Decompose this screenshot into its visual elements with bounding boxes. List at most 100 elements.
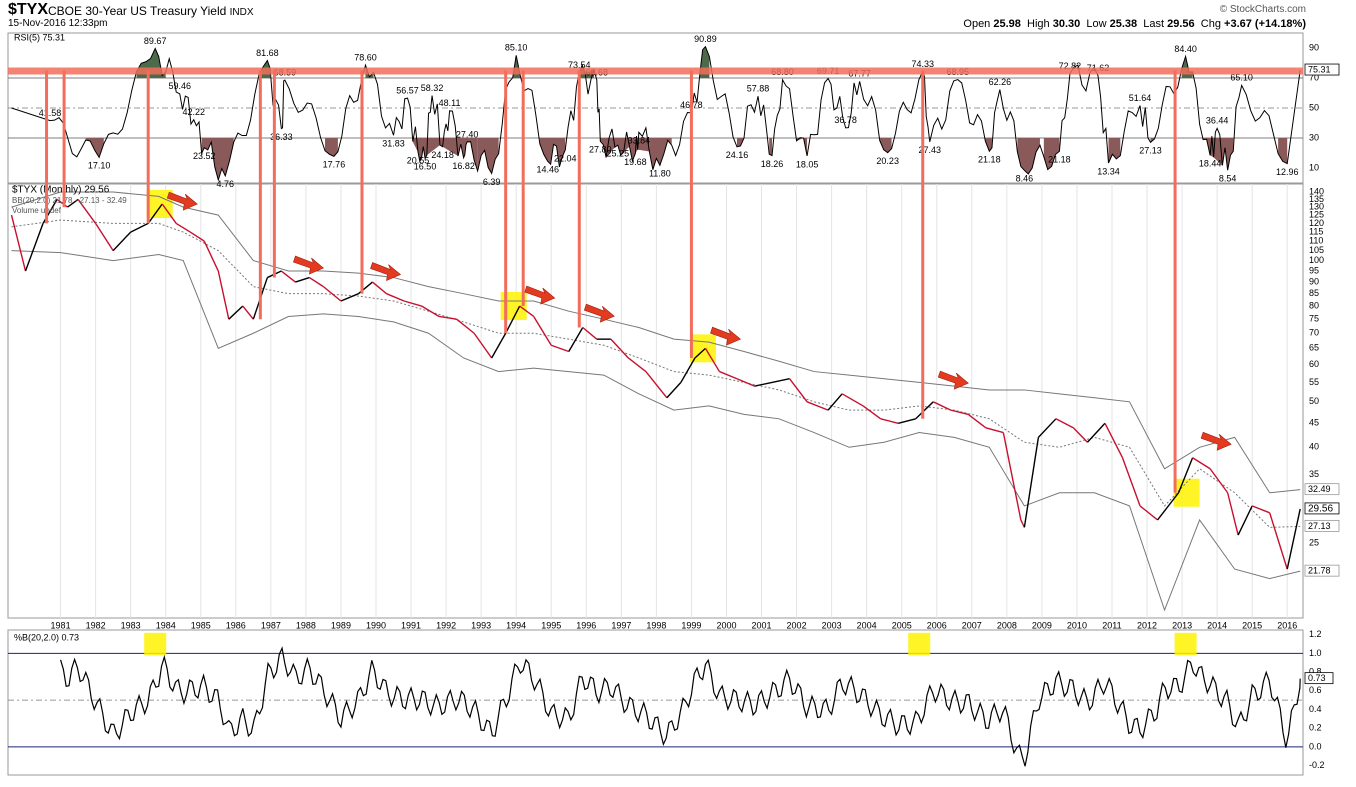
rsi-peak-label: 74.33 [911,59,934,69]
x-tick-label: 2003 [822,620,842,630]
rsi-oversold-fill [458,138,478,171]
percentb-y-tick-label: -0.2 [1309,760,1325,770]
rsi-peak-label: 73.54 [568,60,591,70]
price-y-tick-label: 110 [1309,236,1323,246]
percentb-y-tick-label: 1.2 [1309,629,1322,639]
price-y-tick-label: 120 [1309,218,1324,228]
rsi-trough-label: 17.76 [323,160,346,170]
price-line-segment [340,293,359,302]
x-tick-label: 1981 [51,620,71,630]
bb-upper-line [11,191,1301,494]
rsi-peak-label: 41.58 [39,108,62,118]
rsi-oversold-fill [1043,138,1060,170]
rsi-panel: 907050301089.6781.6868.5978.6056.5758.32… [8,32,1340,189]
rsi-trough-label: 18.44 [1199,159,1222,169]
high-value: 30.30 [1052,18,1081,30]
price-line-segment [1192,457,1211,470]
price-line-segment [295,276,310,283]
price-line-segment [280,270,296,283]
price-line-segment [1086,422,1106,443]
price-line-segment [806,401,829,411]
percentb-y-tick-label: 0.0 [1309,741,1322,751]
rsi-trough-label: 31.83 [382,139,405,149]
trend-arrow-icon [583,303,615,323]
rsi-oversold-fill [1108,138,1121,163]
price-y-tick-label: 75 [1309,314,1319,324]
price-line-segment [67,198,79,208]
trend-arrow-icon [710,326,742,346]
price-line-segment [372,281,387,295]
chg-value: +3.67 (+14.18%) [1224,18,1306,30]
rsi-trough-label: 36.33 [270,132,293,142]
chart-header: $TYX CBOE 30-Year US Treasury Yield INDX… [0,0,1356,32]
price-line-segment [827,393,843,411]
price-line-segment [77,198,97,224]
price-line-segment [1251,505,1270,514]
price-y-tick-label: 80 [1309,300,1319,310]
price-line-segment [505,305,521,334]
price-line-segment [1269,512,1288,570]
x-tick-label: 2014 [1207,620,1227,630]
percentb-highlight-box [144,632,167,656]
price-line-segment [788,378,808,403]
percentb-line [59,646,1301,767]
rsi-trough-label: 25.25 [607,149,630,159]
x-tick-label: 1988 [296,620,316,630]
price-line-segment [736,378,755,387]
rsi-oversold-fill [85,138,104,158]
x-tick-label: 2004 [857,620,877,630]
rsi-oversold-fill [985,138,992,152]
x-tick-label: 1982 [86,620,106,630]
rsi-oversold-fill [1278,138,1288,164]
rsi-trough-label: 18.26 [761,159,784,169]
price-line-segment [1023,437,1040,528]
rsi-peak-label: 56.57 [396,86,419,96]
price-line-segment [550,344,569,353]
rsi-oversold-fill [211,138,234,180]
rsi-trough-label: 16.82 [452,161,475,171]
rsi-y-tick-label: 30 [1309,132,1319,142]
price-panel-frame [7,183,1304,619]
rsi-trough-label: 20.55 [407,156,430,166]
price-line-segment [627,357,647,373]
price-line-segment [1209,468,1229,494]
price-line-segment [680,357,696,383]
price-y-tick-label: 65 [1309,343,1319,353]
rsi-trough-label: 23.52 [193,151,216,161]
chart-date: 15-Nov-2016 12:33pm [8,18,108,29]
rsi-oversold-fill [550,138,566,167]
price-line-segment [161,203,177,224]
price-y-tick-label: 130 [1309,201,1324,211]
rsi-oversold-fill [879,138,892,153]
price-line-segment [1156,492,1180,521]
price-y-tick-label: 85 [1309,288,1319,298]
x-tick-label: 1985 [191,620,211,630]
price-y-tick-label: 45 [1309,418,1319,428]
price-line-segment [645,371,668,399]
rsi-trough-label: 6.39 [483,177,501,187]
rsi-trough-label: 33.84 [628,136,651,146]
rsi-trough-label: 27.13 [1139,146,1162,156]
price-line-segment [228,305,244,320]
price-line-segment [1104,422,1124,459]
rsi-last-value: 75.31 [1308,64,1331,74]
rsi-trough-label: 27.80 [589,145,612,155]
price-y-tick-label: 125 [1309,209,1324,219]
price-y-tick-label: 135 [1309,194,1324,204]
trend-arrow-icon [524,285,556,305]
price-line-segment [242,305,254,320]
rsi-trough-label: 16.50 [414,162,437,172]
rsi-peak-label: 85.10 [505,43,528,53]
price-line-segment [985,427,1004,434]
price-y-tick-label: 100 [1309,255,1324,265]
price-right-value-box [1304,519,1340,532]
x-tick-label: 1995 [541,620,561,630]
rsi-last-value-box [1304,63,1340,76]
x-tick-label: 1990 [366,620,386,630]
x-tick-label: 1997 [611,620,631,630]
rsi-threshold-band [8,67,1303,75]
x-tick-label: 2008 [997,620,1017,630]
price-line-segment [666,381,682,399]
price-line-segment [719,370,738,380]
